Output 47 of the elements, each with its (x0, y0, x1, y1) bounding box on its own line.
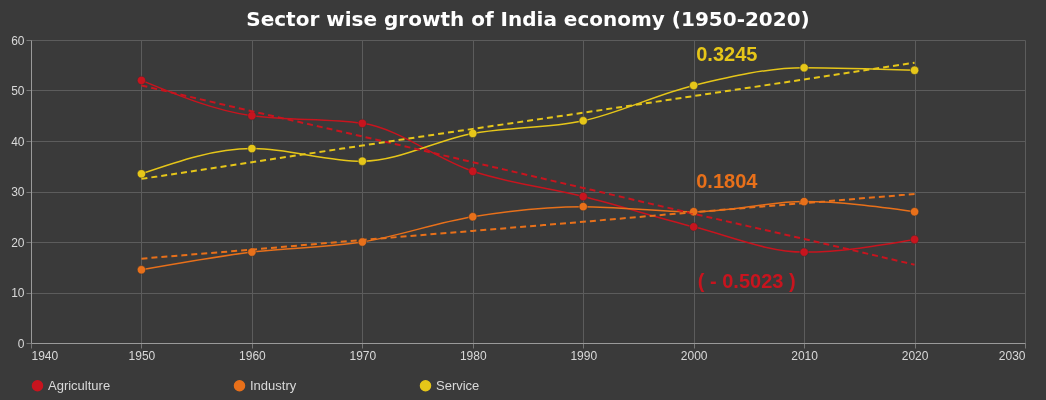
point (578, 192, 588, 201)
annotation: ( - 0.5023 ) (697, 270, 796, 293)
point (247, 111, 257, 121)
point (468, 212, 478, 222)
x-tick-label: 2020 (901, 348, 929, 363)
point (137, 265, 146, 275)
x-tick-label: 2030 (998, 348, 1026, 363)
y-tick-label: 50 (11, 84, 25, 98)
annotation: 0.1804 (696, 170, 759, 193)
legend-label: Service (436, 377, 480, 393)
point (468, 166, 478, 176)
point (910, 235, 919, 244)
point (910, 207, 919, 217)
x-tick-label: 1950 (128, 348, 156, 363)
point (247, 247, 257, 257)
point (357, 118, 367, 128)
x-tick-label: 2010 (791, 348, 819, 363)
annotation: 0.3245 (696, 43, 758, 66)
y-tick-label: 20 (11, 235, 25, 250)
point (689, 81, 699, 90)
point (247, 144, 257, 153)
x-tick-label: 1940 (31, 348, 59, 363)
point (689, 222, 699, 232)
chart-title: Sector wise growth of India economy (1950-2020) (246, 7, 810, 31)
y-tick-label: 30 (11, 185, 25, 199)
point (137, 169, 146, 179)
legend-label: Industry (250, 377, 297, 393)
point (578, 116, 588, 126)
point (357, 156, 367, 166)
y-tick-label: 60 (11, 33, 25, 48)
point (910, 65, 919, 75)
point (468, 129, 478, 138)
x-tick-label: 2000 (680, 348, 708, 363)
point (799, 63, 809, 73)
point (578, 202, 588, 212)
y-tick-label: 10 (11, 286, 25, 300)
point (799, 247, 809, 257)
x-tick-label: 1970 (349, 348, 377, 363)
point (137, 75, 146, 85)
x-tick-label: 1980 (459, 348, 487, 363)
x-tick-label: 1960 (239, 348, 267, 363)
y-tick-label: 40 (11, 134, 25, 149)
legend-label: Agriculture (48, 377, 111, 393)
x-tick-label: 1990 (570, 348, 598, 363)
y-tick-label: 0 (17, 336, 25, 351)
point (799, 197, 809, 207)
point (357, 237, 367, 247)
